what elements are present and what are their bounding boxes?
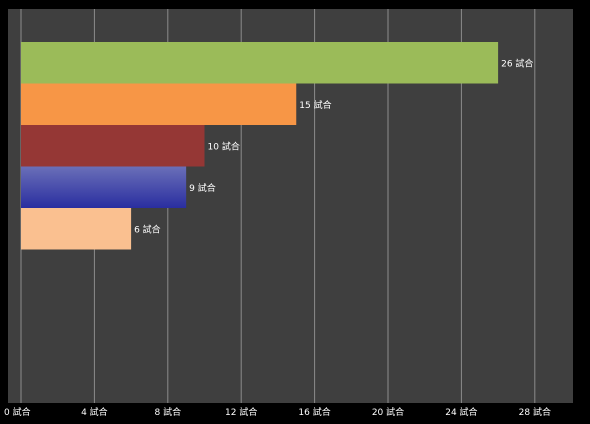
bar-value-label-3: 10 試合 [208, 140, 240, 152]
bar-value-label-5: 6 試合 [134, 223, 161, 235]
bar-1 [21, 42, 499, 84]
x-tick-label-24: 24 試合 [445, 406, 477, 418]
bar-2 [21, 83, 297, 125]
x-axis-tick-labels: 0 試合 4 試合 8 試合 12 試合 16 試合 20 試合 24 試合 28 試合 [4, 406, 551, 418]
bar-value-label-1: 26 試合 [501, 57, 533, 69]
bar-value-label-4: 9 試合 [189, 182, 216, 194]
x-tick-label-8: 8 試合 [155, 406, 182, 418]
value-labels-group: 26 試合 15 試合 10 試合 9 試合 6 試合 [134, 57, 533, 235]
x-tick-label-20: 20 試合 [372, 406, 404, 418]
x-tick-label-0: 0 試合 [4, 406, 31, 418]
bar-5 [21, 208, 132, 250]
x-tick-label-4: 4 試合 [81, 406, 108, 418]
bar-3 [21, 125, 205, 167]
bar-value-label-2: 15 試合 [299, 99, 331, 111]
bars-group [21, 42, 499, 250]
x-tick-label-12: 12 試合 [225, 406, 257, 418]
bar-4 [21, 166, 187, 208]
x-tick-label-28: 28 試合 [519, 406, 551, 418]
x-tick-label-16: 16 試合 [298, 406, 330, 418]
